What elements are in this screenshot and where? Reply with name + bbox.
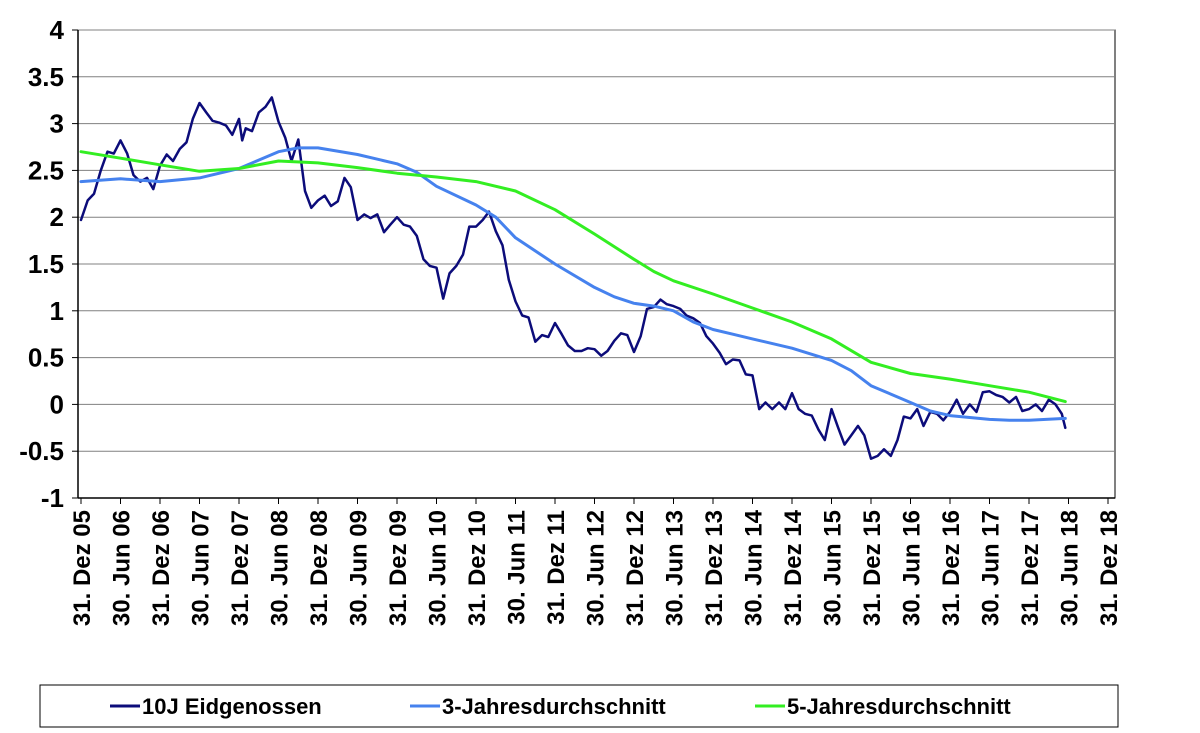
x-tick-label: 31. Dez 07	[227, 510, 254, 626]
x-tick-label: 30. Jun 07	[188, 510, 215, 626]
y-tick-label: 4	[50, 15, 65, 45]
x-tick-label: 31. Dez 17	[1017, 510, 1044, 626]
x-tick-label: 30. Jun 06	[109, 510, 136, 626]
series-line-eidgenossen	[79, 96, 1067, 460]
x-tick-label: 30. Jun 12	[583, 510, 610, 626]
x-tick-label: 30. Jun 18	[1057, 510, 1084, 626]
x-tick-label: 31. Dez 06	[148, 510, 175, 626]
x-tick-label: 31. Dez 09	[385, 510, 412, 626]
x-tick-label: 31. Dez 13	[701, 510, 728, 626]
x-tick-label: 30. Jun 10	[425, 510, 452, 626]
y-tick-label: 1.5	[28, 249, 64, 279]
x-tick-label: 31. Dez 15	[859, 510, 886, 626]
legend: 10J Eidgenossen 3-Jahresdurchschnitt 5-Jah…	[39, 684, 1119, 728]
y-tick-label: 2.5	[28, 155, 64, 185]
x-tick-label: 30. Jun 16	[899, 510, 926, 626]
x-tick-label: 30. Jun 13	[662, 510, 689, 626]
x-tick-label: 30. Jun 11	[504, 510, 531, 625]
legend-label-eidgenossen: 10J Eidgenossen	[142, 694, 322, 719]
series-lines	[79, 96, 1067, 460]
y-tick-label: 2	[50, 202, 64, 232]
x-tick-label: 31. Dez 12	[622, 510, 649, 626]
gridlines	[78, 29, 1115, 499]
y-tick-label: 3.5	[28, 62, 64, 92]
y-tick-label: -0.5	[19, 436, 64, 466]
x-tick-label: 31. Dez 08	[306, 510, 333, 626]
x-tick-label: 30. Jun 14	[741, 509, 768, 626]
x-tick-label: 31. Dez 18	[1096, 510, 1123, 626]
x-tick-label: 31. Dez 05	[69, 510, 96, 626]
x-tick-label: 30. Jun 09	[346, 510, 373, 626]
y-tick-label: 0	[50, 389, 64, 419]
x-tick-label: 31. Dez 14	[780, 509, 807, 626]
x-tick-label: 30. Jun 17	[978, 510, 1005, 626]
x-tick-label: 30. Jun 15	[820, 510, 847, 626]
x-tick-label: 31. Dez 10	[464, 510, 491, 626]
x-tick-label: 31. Dez 11	[543, 510, 570, 625]
x-tick-label: 30. Jun 08	[267, 510, 294, 626]
y-tick-label: 1	[50, 296, 64, 326]
y-tick-label: 3	[50, 109, 64, 139]
y-tick-label: 0.5	[28, 343, 64, 373]
x-tick-label: 31. Dez 16	[938, 510, 965, 626]
series-line-avg5	[79, 150, 1067, 404]
y-axis: 4 3.5 3 2.5 2 1.5 1 0.5 0 -0.5 -1	[19, 15, 79, 513]
legend-label-avg3: 3-Jahresdurchschnitt	[442, 694, 666, 719]
x-axis: 31. Dez 05 30. Jun 06 31. Dez 06 30. Jun 07…	[69, 497, 1123, 626]
series-line-avg3	[79, 146, 1067, 422]
legend-label-avg5: 5-Jahresdurchschnitt	[787, 694, 1011, 719]
y-tick-label: -1	[41, 483, 64, 513]
legend-box	[39, 684, 1119, 728]
